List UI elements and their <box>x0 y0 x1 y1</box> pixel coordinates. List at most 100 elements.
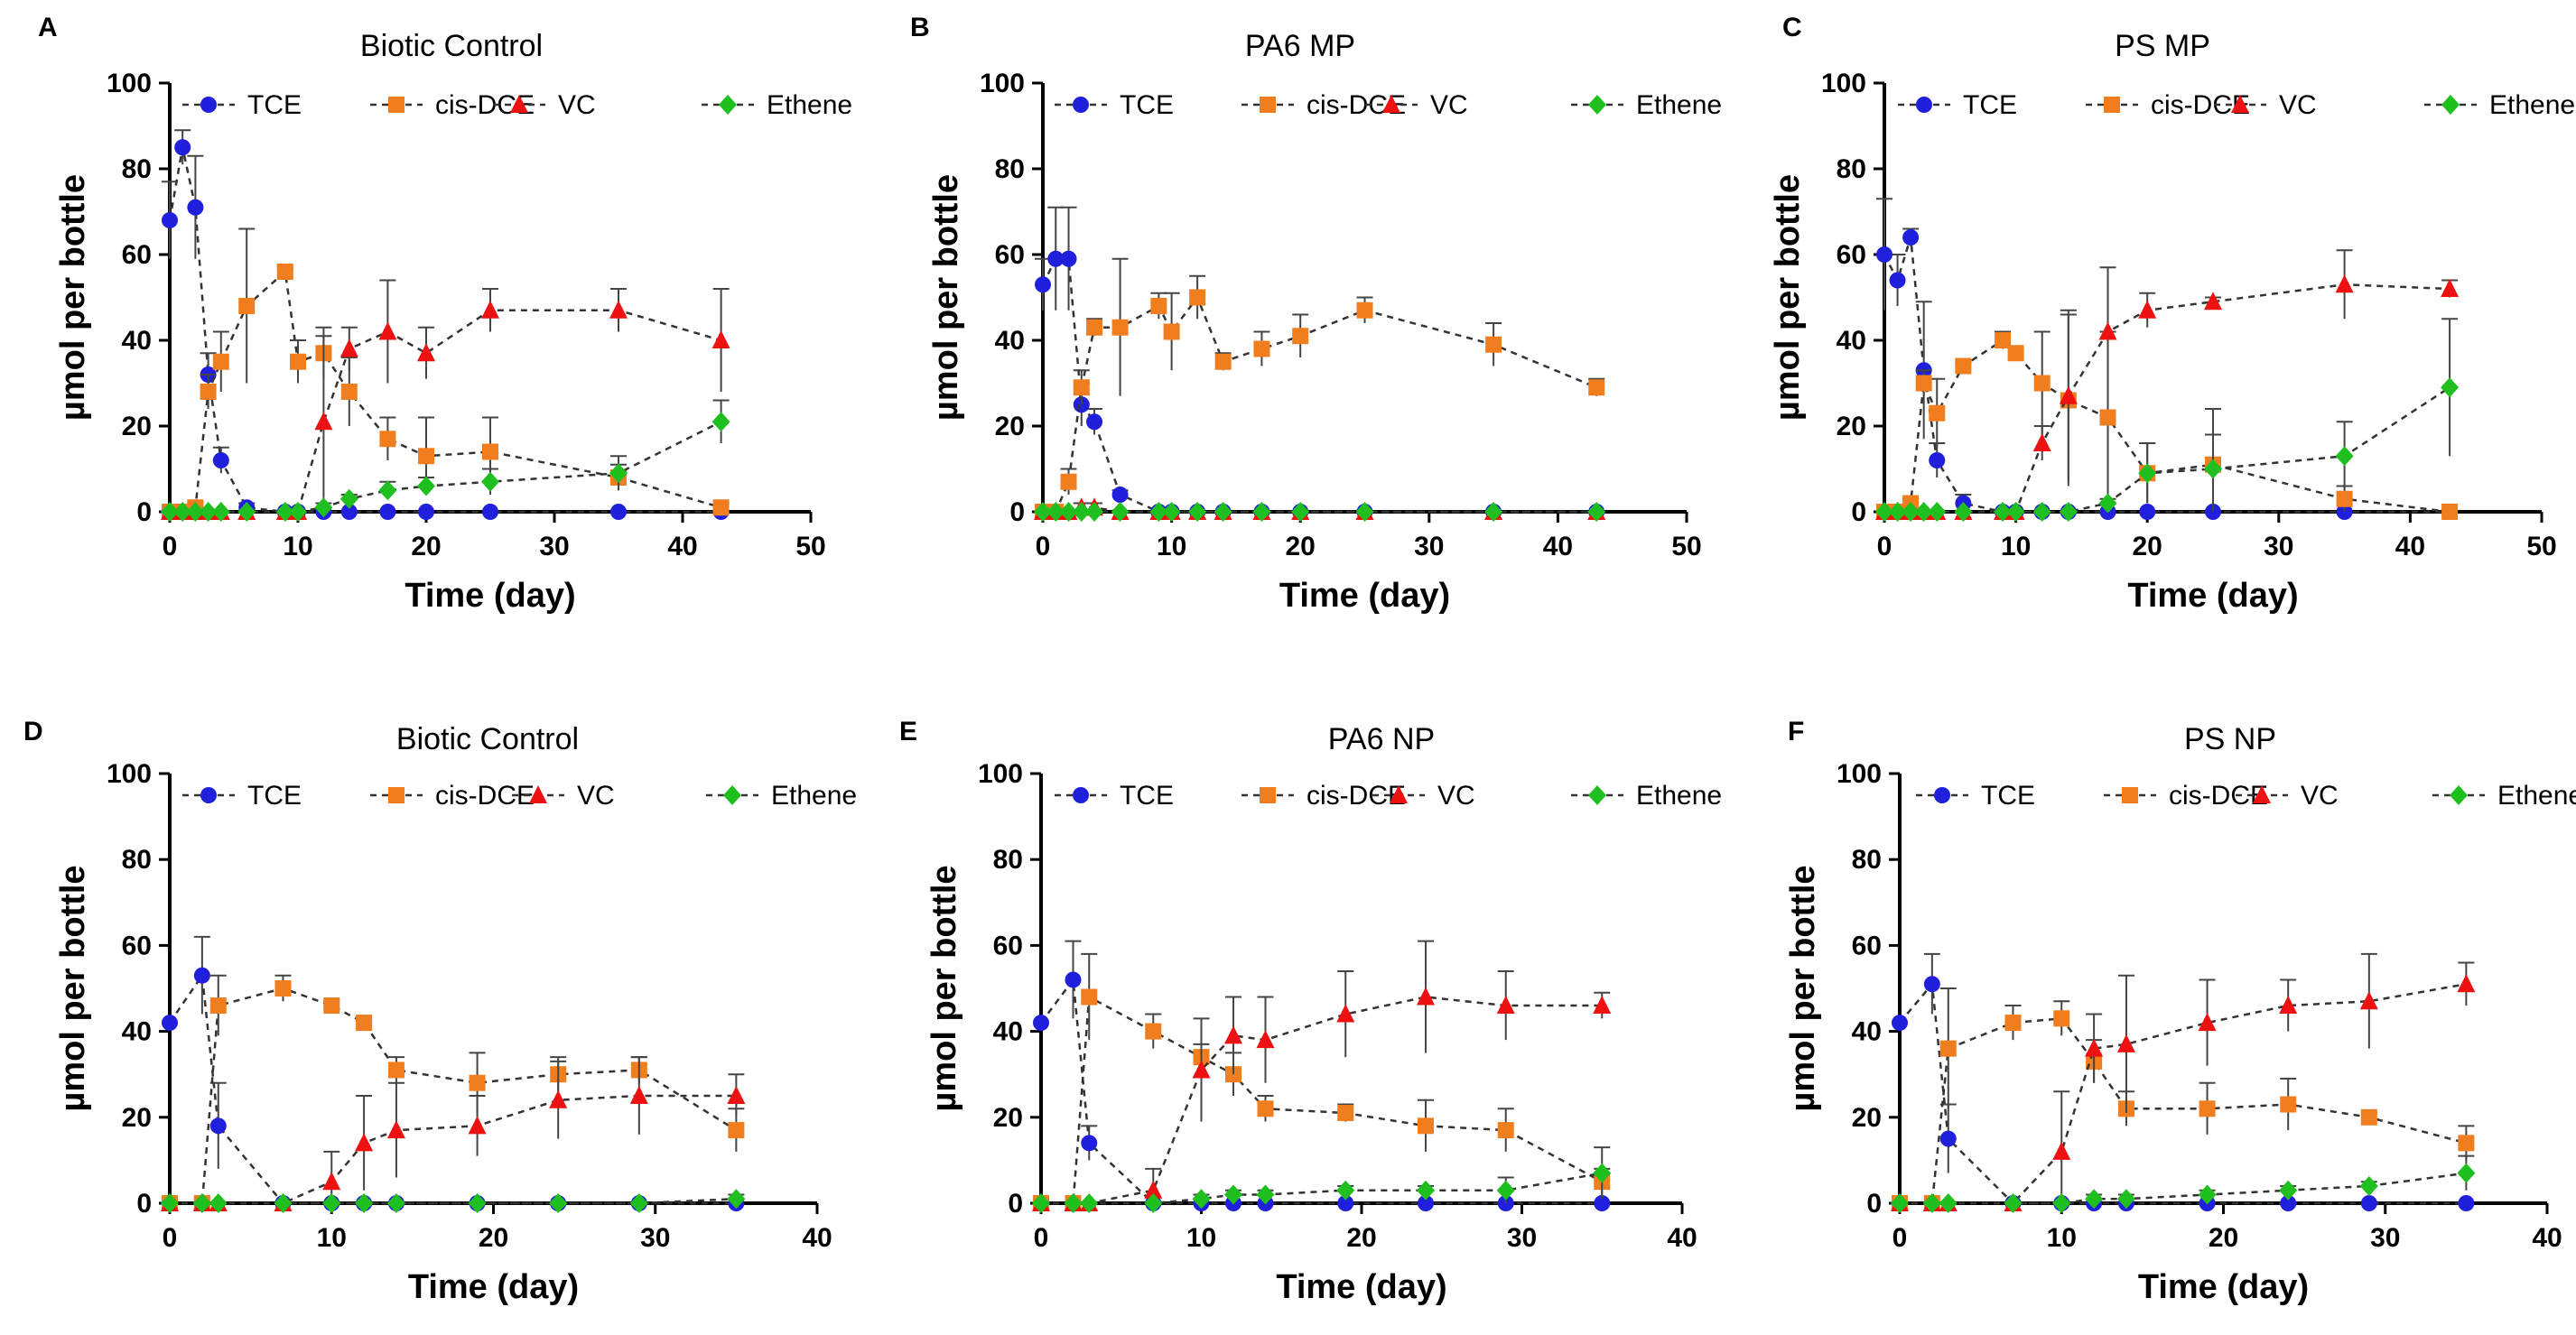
chart-a-point-ethene <box>275 502 294 522</box>
panel-a-letter: A <box>38 13 58 42</box>
chart-d-legend-marker-ethene <box>723 785 741 805</box>
chart-b-series-line <box>1043 294 1597 514</box>
chart-e-legend-marker-vc <box>1390 785 1408 803</box>
chart-e-y-tick-label: 100 <box>978 759 1023 789</box>
chart-b-x-tick-label: 30 <box>1414 532 1444 561</box>
chart-a-point-vc <box>417 343 435 362</box>
chart-b-point-ethene <box>1034 502 1052 522</box>
chart-b-legend-label-tce: TCE <box>1120 90 1174 120</box>
chart-f-series-vc <box>1891 952 2476 1211</box>
chart-a-x-tick-label: 0 <box>163 532 178 561</box>
chart-d-series-line <box>170 1197 737 1205</box>
chart-e-point-ethene <box>1032 1193 1050 1213</box>
chart-b-point-ethene <box>1355 502 1374 522</box>
chart-a-y-tick-label: 100 <box>107 69 152 98</box>
chart-d-point-ethene <box>209 1193 228 1213</box>
chart-d-legend-label-tce: TCE <box>247 781 302 811</box>
chart-c-x-tick-label: 10 <box>2001 532 2031 561</box>
chart-a-y-tick-label: 40 <box>122 326 152 356</box>
chart-a-point-ethene <box>289 502 307 522</box>
panel-c-letter: C <box>1782 13 1802 42</box>
chart-f-point-ethene <box>2052 1193 2071 1213</box>
chart-e-point-cis-dce <box>1497 1122 1514 1139</box>
chart-d-point-vc <box>322 1172 341 1191</box>
chart-c-series-line <box>1884 338 2450 514</box>
chart-f-point-tce <box>2280 1195 2297 1211</box>
chart-f-point-cis-dce <box>2199 1100 2216 1117</box>
chart-c-y-tick-label: 100 <box>1821 69 1866 98</box>
chart-a-point-cis-dce <box>238 298 256 314</box>
chart-e-point-ethene <box>1417 1180 1435 1201</box>
chart-a-point-cis-dce <box>712 499 730 516</box>
chart-a-legend-label-vc: VC <box>558 90 596 120</box>
chart-e-point-ethene <box>1192 1189 1211 1210</box>
chart-a-point-ethene <box>173 502 192 522</box>
chart-c-point-ethene <box>2059 502 2078 522</box>
chart-c-point-ethene <box>2006 502 2025 522</box>
chart-f-legend-marker-ethene <box>2450 785 2468 805</box>
chart-d-y-tick-label: 100 <box>107 759 152 789</box>
panel-a-title: Biotic Control <box>360 29 543 63</box>
chart-d-point-ethene <box>549 1193 568 1213</box>
chart-a-point-tce <box>379 504 396 520</box>
chart-b-point-cis-dce <box>1485 336 1502 353</box>
chart-e-point-ethene <box>1144 1193 1163 1213</box>
chart-d-point-cis-dce <box>323 997 340 1015</box>
chart-f-x-tick-label: 40 <box>2532 1223 2562 1253</box>
chart-c-point-vc <box>2059 385 2078 404</box>
chart-b-point-cis-dce <box>1588 379 1605 396</box>
chart-f-y-tick-label: 20 <box>1852 1103 1882 1133</box>
chart-a-point-tce <box>610 504 627 520</box>
chart-d-x-tick-label: 20 <box>479 1223 508 1253</box>
chart-f-y-axis-label: µmol per bottle <box>1784 865 1822 1111</box>
chart-e-legend-label-vc: VC <box>1437 781 1475 811</box>
chart-f-point-vc <box>2116 1034 2135 1052</box>
chart-c-point-cis-dce <box>2007 345 2024 362</box>
chart-f-series-cis-dce <box>1892 987 2475 1211</box>
chart-b-point-ethene <box>1046 502 1065 522</box>
chart-c-series-line <box>1884 283 2450 514</box>
chart-e-x-tick-label: 10 <box>1186 1223 1216 1253</box>
chart-b-point-tce <box>1086 413 1103 431</box>
chart-b-point-cis-dce <box>1356 301 1373 319</box>
chart-d-point-tce <box>193 967 210 984</box>
chart-a-y-tick-label: 60 <box>122 240 152 270</box>
chart-a-x-tick-label: 50 <box>795 532 825 561</box>
chart-d-point-tce <box>162 1015 178 1032</box>
chart-e-series-tce <box>1033 940 1611 1211</box>
chart-e-series-line <box>1041 995 1603 1205</box>
chart-f-series-ethene <box>1891 1154 2476 1213</box>
chart-a-point-ethene <box>711 412 730 432</box>
chart-f-series-line <box>1900 1172 2467 1205</box>
panel-c-title: PS MP <box>2115 29 2210 63</box>
chart-c-x-tick-label: 0 <box>1877 532 1892 561</box>
chart-b-point-ethene <box>1484 502 1503 522</box>
chart-d-legend-label-ethene: Ethene <box>771 781 857 811</box>
chart-c-point-cis-dce <box>1929 404 1946 422</box>
chart-a-point-cis-dce <box>340 384 358 400</box>
chart-f-x-tick-label: 10 <box>2047 1223 2077 1253</box>
chart-e-point-ethene <box>1496 1180 1515 1201</box>
chart-d-legend-marker-vc <box>529 785 547 803</box>
chart-c-y-axis-label: µmol per bottle <box>1769 174 1807 421</box>
chart-e-point-vc <box>1417 987 1435 1006</box>
chart-e-series-line <box>1041 1172 1603 1205</box>
chart-c-point-vc <box>2441 279 2460 297</box>
chart-a-x-tick-label: 30 <box>539 532 569 561</box>
chart-c-point-ethene <box>2138 463 2157 484</box>
chart-c-point-ethene <box>1928 502 1947 522</box>
chart-b-point-ethene <box>1085 502 1104 522</box>
chart-f-legend-label-tce: TCE <box>1981 781 2035 811</box>
chart-e-y-axis-label: µmol per bottle <box>925 865 963 1111</box>
chart-b-point-cis-dce <box>1150 298 1167 314</box>
chart-d-legend-label-vc: VC <box>577 781 615 811</box>
chart-f-point-ethene <box>2279 1180 2298 1201</box>
chart-b-legend-label-vc: VC <box>1430 90 1468 120</box>
chart-e-point-tce <box>1594 1195 1611 1211</box>
chart-d-legend: TCE cis-DCE VC Ethene <box>182 781 857 811</box>
chart-d-series-line <box>170 987 738 1205</box>
chart-b-legend-marker-ethene <box>1588 95 1606 115</box>
chart-f-point-vc <box>2279 996 2298 1015</box>
chart-d-series-tce <box>162 935 745 1211</box>
chart-e-point-cis-dce <box>1081 988 1098 1006</box>
